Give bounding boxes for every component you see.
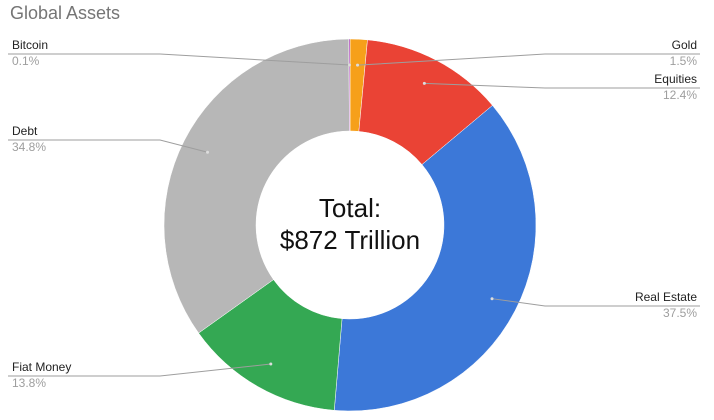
legend-label: Equities xyxy=(654,72,697,86)
data-label: 1.5% xyxy=(670,54,698,68)
leader-line xyxy=(491,298,700,307)
leader-line xyxy=(8,363,271,377)
leader-line xyxy=(8,139,208,153)
legend-label: Fiat Money xyxy=(12,360,71,374)
leader-dot xyxy=(490,297,494,301)
leader-dot xyxy=(347,63,351,67)
leaders xyxy=(8,53,700,377)
data-label: 0.1% xyxy=(12,54,40,68)
leader-dot xyxy=(356,63,360,67)
data-label: 34.8% xyxy=(12,140,46,154)
legend-label: Bitcoin xyxy=(12,38,48,52)
leader-line xyxy=(8,53,350,66)
slice xyxy=(333,105,537,412)
center-text: $872 Trillion xyxy=(280,225,420,255)
data-label: 13.8% xyxy=(12,376,46,390)
data-label: 12.4% xyxy=(663,88,697,102)
legend-label: Gold xyxy=(672,38,697,52)
leader-dot xyxy=(206,150,210,154)
slice xyxy=(348,38,351,132)
slices xyxy=(163,38,537,412)
legend-label: Real Estate xyxy=(635,290,697,304)
chart-title: Global Assets xyxy=(10,3,120,23)
legend-label: Debt xyxy=(12,124,38,138)
leader-line xyxy=(357,53,700,66)
center-text: Total: xyxy=(319,193,381,223)
leader-dot xyxy=(269,362,273,366)
leader-dot xyxy=(422,81,426,85)
slice xyxy=(163,38,350,334)
leader-line xyxy=(424,82,700,89)
data-label: 37.5% xyxy=(663,306,697,320)
